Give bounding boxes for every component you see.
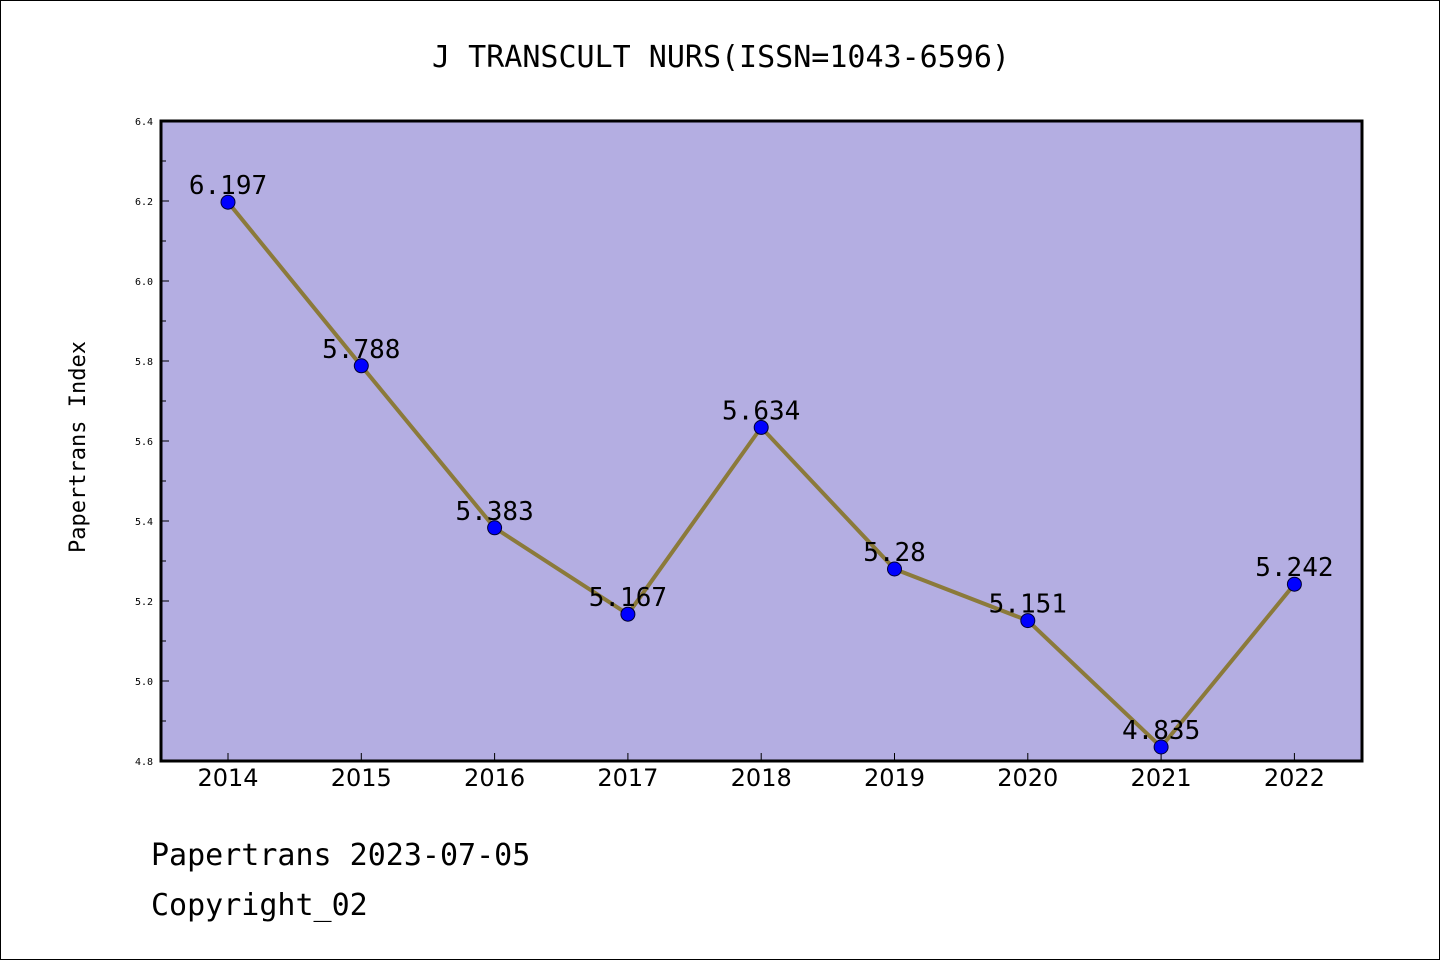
data-point bbox=[220, 194, 236, 210]
x-tick-label: 2015 bbox=[331, 764, 392, 792]
footer-date-text: Papertrans 2023-07-05 bbox=[151, 838, 530, 873]
data-point bbox=[1153, 739, 1169, 755]
y-tick-label: 4.8 bbox=[135, 757, 153, 768]
data-markers bbox=[220, 194, 1302, 755]
y-tick-label: 5.4 bbox=[135, 517, 153, 528]
chart-title: J TRANSCULT NURS(ISSN=1043-6596) bbox=[432, 40, 1010, 75]
x-tick-label: 2018 bbox=[731, 764, 792, 792]
data-label: 5.383 bbox=[455, 497, 533, 527]
data-label: 5.634 bbox=[722, 396, 800, 426]
y-tick-label: 5.0 bbox=[135, 677, 153, 688]
data-label: 5.151 bbox=[989, 590, 1067, 620]
data-point bbox=[487, 520, 503, 536]
y-tick-label: 5.8 bbox=[135, 357, 153, 368]
data-point bbox=[1286, 576, 1302, 592]
x-tick-label: 2014 bbox=[197, 764, 258, 792]
data-point bbox=[1020, 613, 1036, 629]
x-tick-label: 2022 bbox=[1264, 764, 1325, 792]
data-point bbox=[353, 358, 369, 374]
data-point bbox=[887, 561, 902, 577]
x-tick-label: 2020 bbox=[997, 764, 1058, 792]
x-tick-label: 2019 bbox=[864, 764, 925, 792]
x-tick-label: 2016 bbox=[464, 764, 525, 792]
data-labels: 6.197 5.788 5.383 5.167 5.634 5.28 5.151 4.835 5… bbox=[189, 171, 1334, 746]
data-label: 5.167 bbox=[589, 583, 667, 613]
y-tick-label: 6.4 bbox=[135, 117, 153, 128]
y-axis: 4.8 5.0 5.2 5.4 5.6 5.8 6.0 6.2 6.4 bbox=[135, 117, 169, 768]
plot-area bbox=[159, 119, 1364, 763]
data-label: 5.788 bbox=[322, 335, 400, 365]
data-point bbox=[620, 606, 636, 622]
y-tick-label: 5.2 bbox=[135, 597, 153, 608]
y-tick-label: 6.0 bbox=[135, 277, 153, 288]
y-tick-label: 6.2 bbox=[135, 197, 153, 208]
x-tick-label: 2021 bbox=[1131, 764, 1192, 792]
data-label: 5.28 bbox=[863, 538, 926, 568]
y-axis-label: Papertrans Index bbox=[66, 341, 91, 553]
footer-copyright-text: Copyright_02 bbox=[151, 888, 368, 923]
data-label: 5.242 bbox=[1255, 553, 1333, 583]
x-axis: 2014 2015 2016 2017 2018 2019 2020 2021 2022 bbox=[197, 753, 1325, 792]
x-tick-label: 2017 bbox=[597, 764, 658, 792]
y-tick-label: 5.6 bbox=[135, 437, 153, 448]
data-point bbox=[753, 419, 769, 435]
data-label: 6.197 bbox=[189, 171, 267, 201]
data-label: 4.835 bbox=[1122, 716, 1200, 746]
